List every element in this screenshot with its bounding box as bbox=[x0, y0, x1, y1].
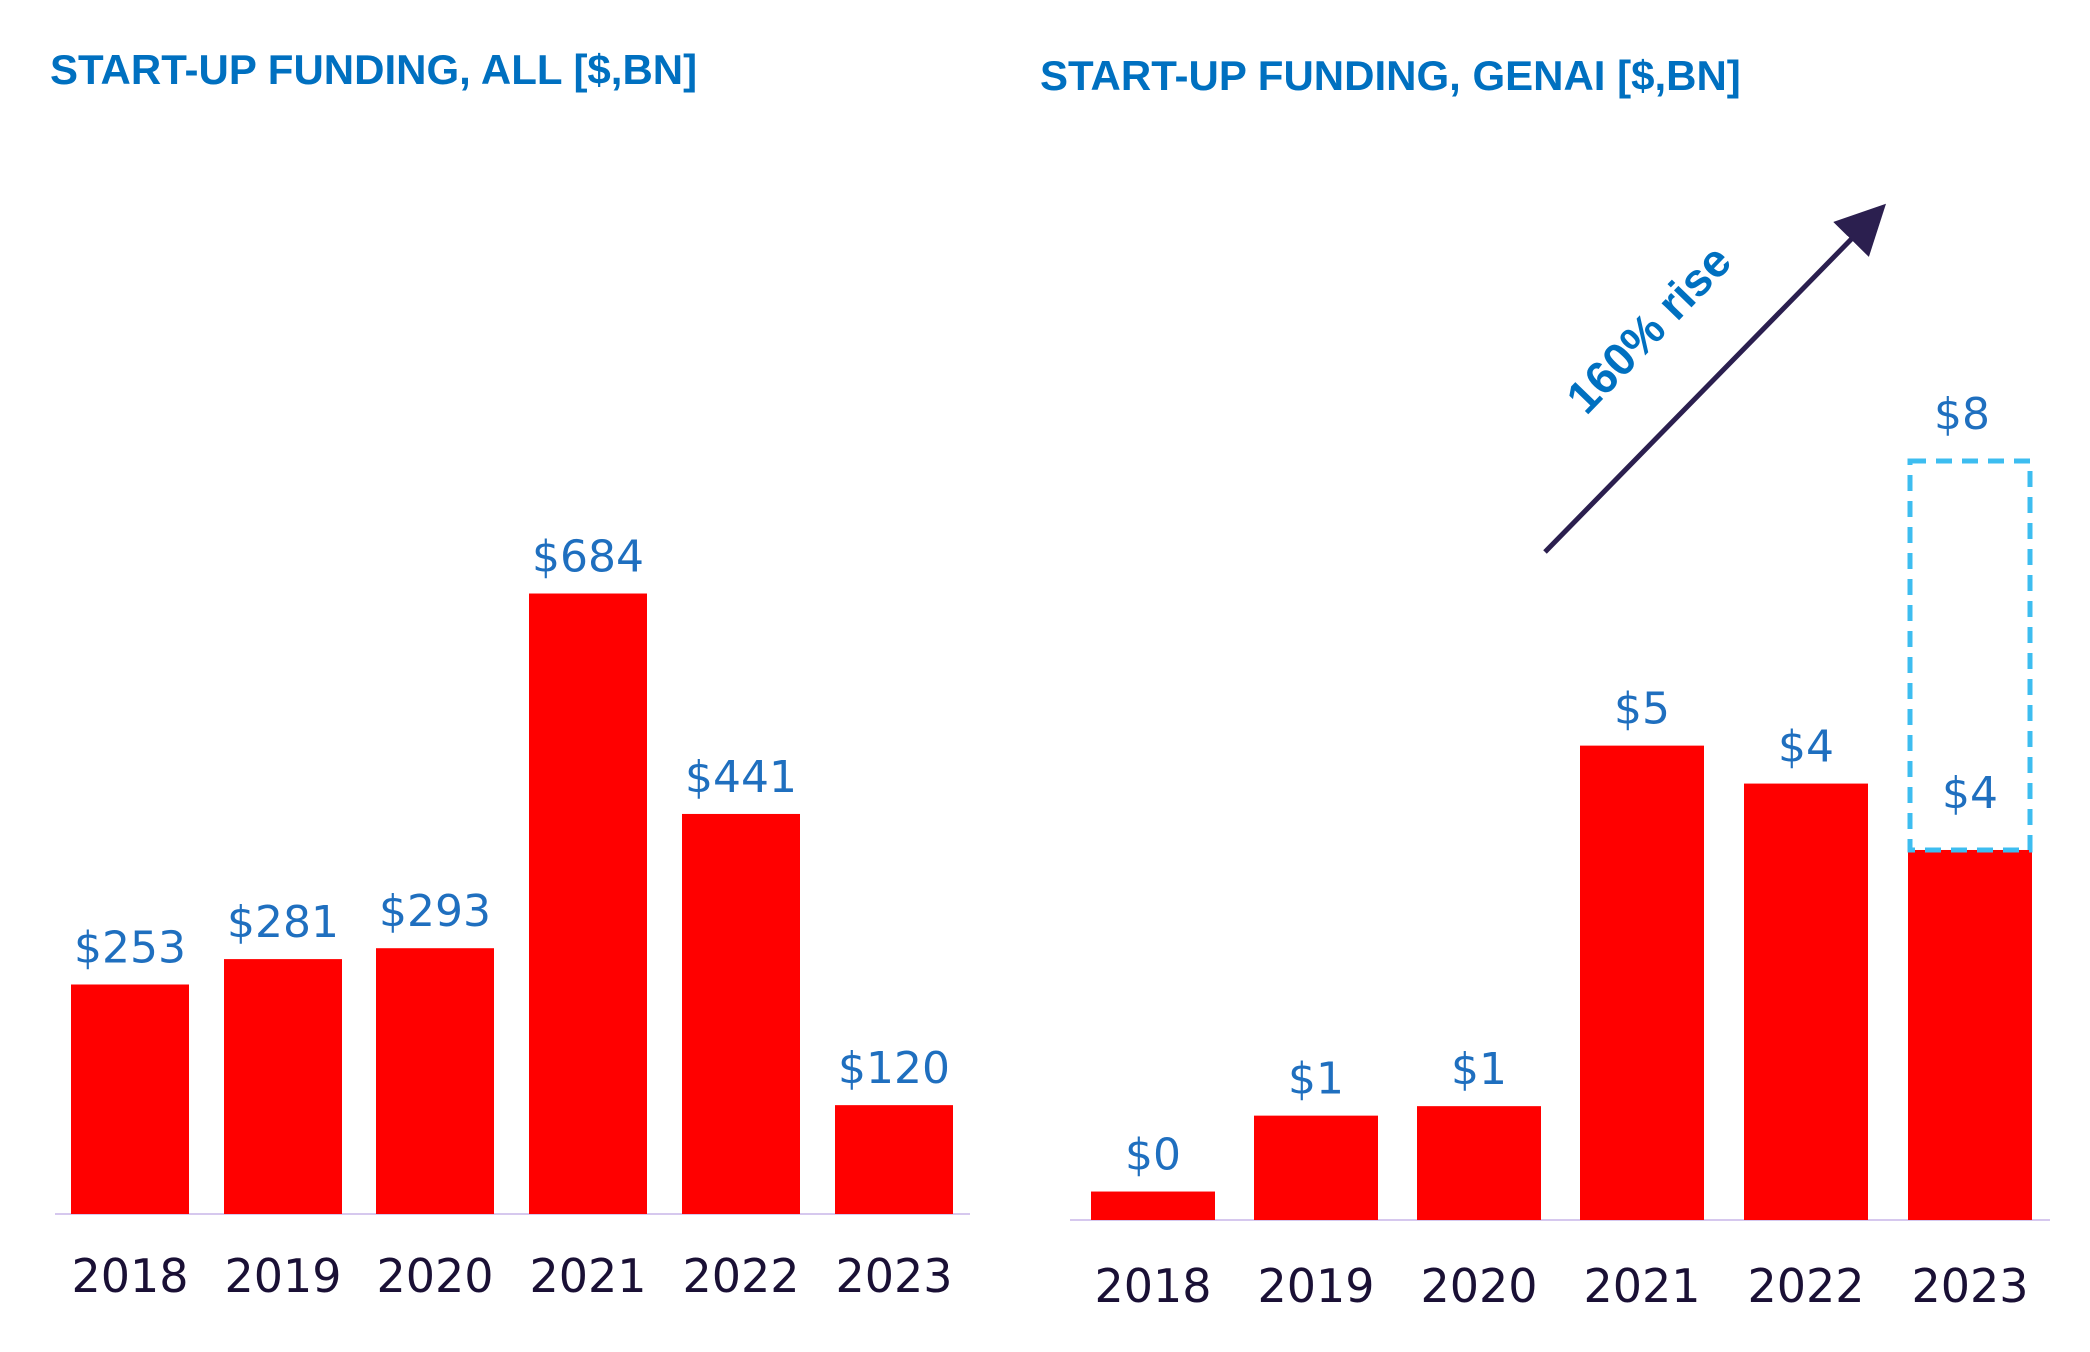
x-tick-label-2023: 2023 bbox=[835, 1249, 952, 1303]
value-label-2023: $120 bbox=[838, 1043, 950, 1094]
x-tick-label-2019: 2019 bbox=[1257, 1259, 1374, 1313]
bar-2018 bbox=[71, 984, 189, 1214]
bar-2021 bbox=[529, 593, 647, 1214]
bar-2023 bbox=[1908, 849, 2032, 1220]
bar-2023 bbox=[835, 1105, 953, 1214]
value-label-2018: $0 bbox=[1125, 1130, 1181, 1181]
value-label-2019: $281 bbox=[227, 897, 339, 948]
rise-annotation: 160% rise bbox=[1556, 234, 1741, 423]
chart-genai-funding: START-UP FUNDING, GENAI [$,BN] $0 2018 $1 2… bbox=[1040, 52, 2050, 1313]
bar-2022 bbox=[1744, 783, 1868, 1220]
value-label-2021: $684 bbox=[532, 532, 644, 583]
x-tick-label-2018: 2018 bbox=[1094, 1259, 1211, 1313]
x-tick-label-2018: 2018 bbox=[71, 1249, 188, 1303]
value-label-2020: $1 bbox=[1451, 1044, 1507, 1095]
bar-2022 bbox=[682, 813, 800, 1214]
bars-all: $253 2018 $281 2019 $293 2020 $684 2021 $441 2022… bbox=[71, 532, 953, 1303]
value-label-2023: $4 bbox=[1942, 768, 1998, 819]
value-label-2022: $441 bbox=[685, 752, 797, 803]
value-label-2022: $4 bbox=[1778, 722, 1834, 773]
value-label-2018: $253 bbox=[74, 922, 186, 973]
x-tick-label-2022: 2022 bbox=[1747, 1259, 1864, 1313]
chart-title-all: START-UP FUNDING, ALL [$,BN] bbox=[50, 46, 697, 93]
bar-2020 bbox=[1417, 1106, 1541, 1220]
x-tick-label-2021: 2021 bbox=[529, 1249, 646, 1303]
bar-2021 bbox=[1580, 745, 1704, 1220]
x-tick-label-2019: 2019 bbox=[224, 1249, 341, 1303]
x-tick-label-2020: 2020 bbox=[1420, 1259, 1537, 1313]
chart-title-genai: START-UP FUNDING, GENAI [$,BN] bbox=[1040, 52, 1741, 99]
chart-all-funding: START-UP FUNDING, ALL [$,BN] $253 2018 $28… bbox=[50, 46, 970, 1303]
rise-arrow bbox=[1543, 203, 1886, 554]
bar-2019 bbox=[1254, 1115, 1378, 1220]
value-label-2019: $1 bbox=[1288, 1054, 1344, 1105]
value-label-2020: $293 bbox=[379, 886, 491, 937]
projection-value-label: $8 bbox=[1934, 389, 1990, 440]
x-tick-label-2023: 2023 bbox=[1911, 1259, 2028, 1313]
bar-2018 bbox=[1091, 1191, 1215, 1220]
x-tick-label-2022: 2022 bbox=[682, 1249, 799, 1303]
projection-box-2023 bbox=[1907, 458, 2033, 853]
bar-2019 bbox=[224, 959, 342, 1214]
bar-2020 bbox=[376, 948, 494, 1214]
x-tick-label-2020: 2020 bbox=[376, 1249, 493, 1303]
bars-genai: $0 2018 $1 2019 $1 2020 $5 2021 $4 2022 $4 2023 bbox=[1091, 684, 2032, 1313]
value-label-2021: $5 bbox=[1614, 684, 1670, 735]
x-tick-label-2021: 2021 bbox=[1583, 1259, 1700, 1313]
